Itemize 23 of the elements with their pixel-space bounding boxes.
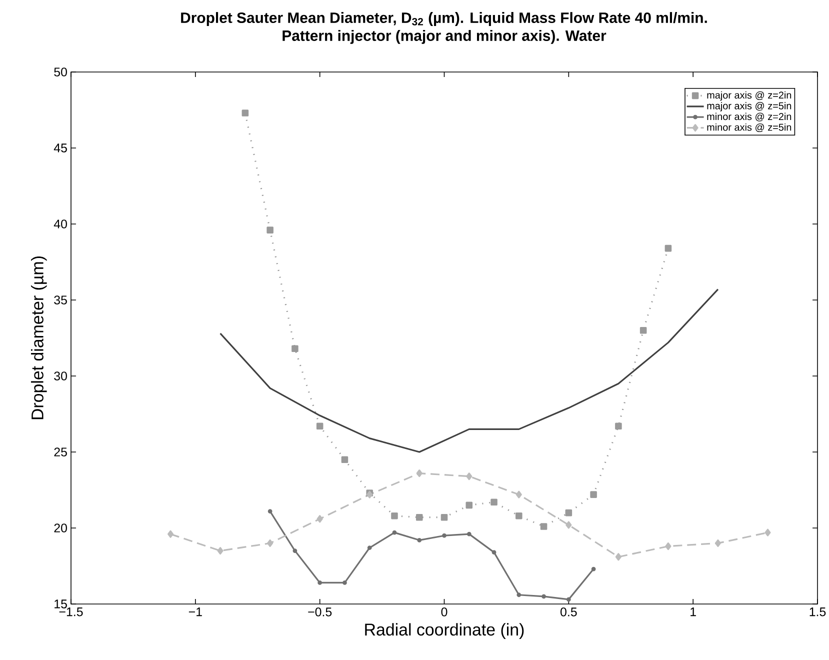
x-tick-label: −1	[188, 608, 202, 616]
y-tick-label: 25	[54, 448, 67, 456]
legend-label: major axis @ z=2in	[707, 91, 792, 101]
y-tick-label: 40	[54, 220, 67, 228]
x-tick-label: −0.5	[308, 608, 332, 616]
legend-label: minor axis @ z=5in	[707, 123, 792, 132]
x-axis-title: Radial coordinate (in)	[365, 623, 524, 639]
y-tick-label: 35	[54, 296, 67, 304]
y-tick-label: 20	[54, 524, 67, 532]
y-tick-label: 45	[54, 144, 67, 152]
x-tick-label: 1.5	[810, 608, 826, 616]
x-tick-label: 0	[441, 608, 448, 616]
x-tick-label: −1.5	[59, 608, 83, 616]
chart-title: Droplet Sauter Mean Diameter, D$_{32}$ (µm). Liquid Mass Flow Rate 40 ml/min.	[181, 12, 707, 26]
y-tick-label: 15	[54, 600, 67, 608]
y-tick-label: 50	[54, 68, 67, 76]
y-tick-label: 30	[54, 372, 67, 380]
x-tick-label: 0.5	[560, 608, 577, 616]
legend-label: major axis @ z=5in	[707, 102, 792, 112]
y-axis-title: Droplet diameter (µm)	[31, 256, 47, 420]
chart-subtitle: Pattern injector (major and minor axis). Water	[282, 30, 606, 44]
legend-label: minor axis @ z=2in	[707, 112, 792, 122]
x-tick-label: 1	[690, 608, 696, 616]
